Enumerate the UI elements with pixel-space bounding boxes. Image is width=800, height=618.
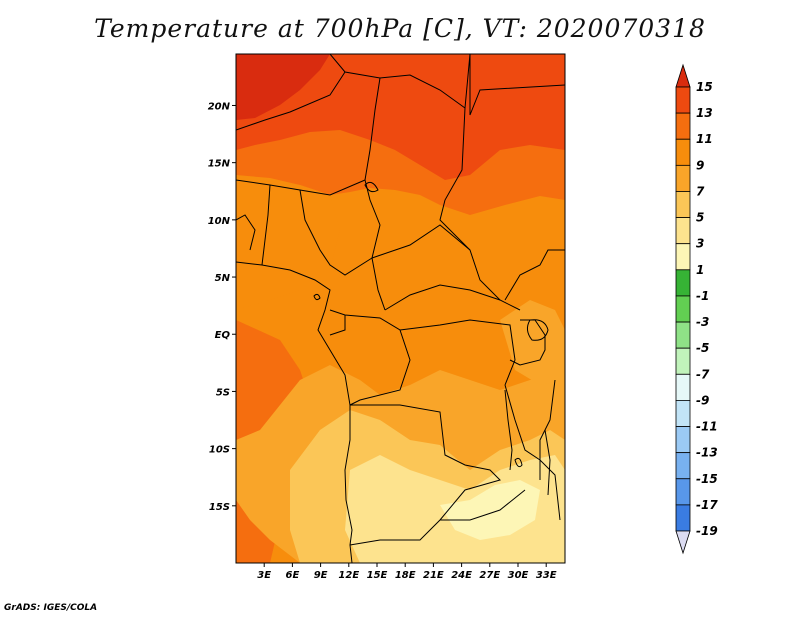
colorbar-label: 11 [696,132,713,146]
colorbar-swatch [675,138,691,166]
colorbar-label: -5 [696,341,709,355]
colorbar-label: -11 [696,420,718,434]
lakes [364,181,551,496]
lon-tick-label: 27E [479,570,500,581]
map-title: Temperature at 700hPa [C], VT: 202007031… [94,14,706,43]
colorbar-swatch [675,243,691,271]
colorbar-label: -17 [696,498,718,512]
temperature-band-13-15-east [470,80,565,122]
temperature-band-above-15 [236,54,330,120]
colorbar: 15 13 11 9 7 5 3 1 -1 -3 -5 -7 -9 -11 -13 -15 -17 -19 [675,63,718,555]
lat-tick-label: 15S [209,502,230,513]
colorbar-swatch [675,504,691,532]
temperature-band-1-3 [440,480,540,540]
colorbar-swatch [675,86,691,114]
lon-tick-label: 33E [536,570,557,581]
lon-tick-label: 30E [508,570,529,581]
lat-tick-label: 15N [208,159,231,170]
colorbar-label: -19 [696,524,718,538]
colorbar-swatch [675,478,691,506]
colorbar-label: 1 [696,263,704,277]
lat-tick-label: 10S [209,445,230,456]
colorbar-swatch [675,373,691,401]
colorbar-swatch [675,112,691,140]
map-frame [235,53,566,564]
offshore-island [313,293,321,301]
colorbar-label: -9 [696,393,709,407]
colorbar-label: 13 [696,106,713,120]
colorbar-label: 7 [696,184,705,198]
colorbar-label: -13 [696,446,718,460]
lon-tick-label: 9E [314,570,328,581]
colorbar-swatch [675,164,691,192]
colorbar-label: -15 [696,472,718,486]
temperature-band-13-15 [236,54,565,180]
colorbar-swatch [675,400,691,427]
colorbar-label: 3 [696,237,704,251]
lat-tick-label: EQ [215,330,231,341]
temperature-map [236,54,565,563]
temperature-band-9-11-east [500,300,565,385]
lat-tick-label: 10N [208,216,231,227]
colorbar-label: -1 [696,289,709,303]
colorbar-label: -7 [696,367,710,381]
lon-tick-label: 6E [286,570,300,581]
lat-tick-label: 20N [208,101,231,112]
colorbar-swatch [675,191,691,218]
colorbar-swatch [675,217,691,245]
colorbar-swatch [675,426,691,454]
colorbar-swatch [675,321,691,349]
temperature-band-9-11-west [236,175,340,310]
lon-tick-label: 21E [423,570,444,581]
colorbar-label: 9 [696,158,704,172]
colorbar-swatch [675,269,691,297]
lon-tick-label: 18E [395,570,416,581]
lat-tick-label: 5S [216,387,230,398]
coastline [236,261,353,563]
lon-tick-label: 24E [451,570,472,581]
map-axes: 20N 15N 10N 5N EQ 5S 10S 15S 3E 6E 9E 12E 15E 18E 21E 2… [208,101,557,581]
colorbar-label: -3 [696,315,709,329]
lon-tick-label: 15E [367,570,388,581]
lon-tick-label: 12E [338,570,359,581]
lon-tick-label: 3E [257,570,271,581]
colorbar-top-arrow [675,63,691,88]
lat-tick-label: 5N [215,273,231,284]
grads-credit: GrADS: IGES/COLA [4,603,98,613]
colorbar-swatch [675,295,691,323]
colorbar-swatch [675,452,691,480]
colorbar-label: 15 [696,80,713,94]
colorbar-bottom-arrow [675,530,691,555]
colorbar-swatch [675,347,691,375]
colorbar-label: 5 [696,211,704,225]
